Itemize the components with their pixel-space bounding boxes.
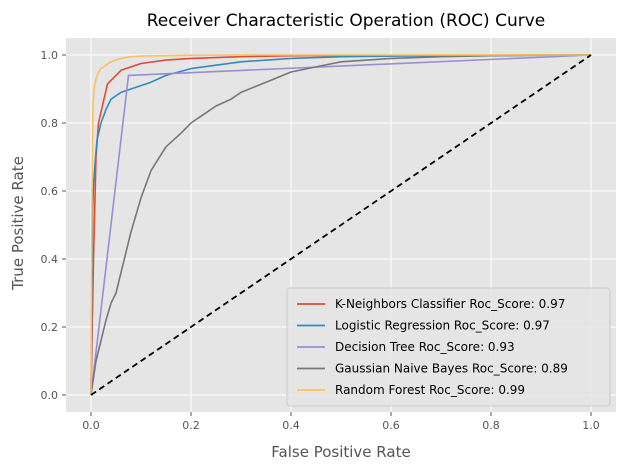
series-line-5 <box>90 54 591 396</box>
y-tick-label: 0.2 <box>41 321 59 334</box>
legend-label-4: Gaussian Naive Bayes Roc_Score: 0.89 <box>335 362 568 376</box>
x-tick-label: 0.2 <box>182 419 200 432</box>
series-layer <box>90 54 592 396</box>
legend-label-1: K-Neighbors Classifier Roc_Score: 0.97 <box>335 297 565 311</box>
y-tick-label: 0.8 <box>41 117 59 130</box>
legend-label-2: Logistic Regression Roc_Score: 0.97 <box>335 319 550 333</box>
series-line-4 <box>90 54 592 396</box>
x-tick-label: 1.0 <box>582 419 600 432</box>
x-axis-label: False Positive Rate <box>271 443 410 461</box>
legend: K-Neighbors Classifier Roc_Score: 0.97 Lo… <box>286 287 611 407</box>
y-tick-label: 0.0 <box>41 389 59 402</box>
legend-label-3: Decision Tree Roc_Score: 0.93 <box>335 340 515 354</box>
legend-label-5: Random Forest Roc_Score: 0.99 <box>335 383 525 397</box>
x-tick-label: 0.6 <box>382 419 400 432</box>
x-tick-label: 0.8 <box>482 419 500 432</box>
chart-title: Receiver Characteristic Operation (ROC) … <box>147 11 546 31</box>
x-tick-label: 0.0 <box>82 419 100 432</box>
series-line-3 <box>90 54 592 396</box>
y-tick-label: 1.0 <box>41 49 59 62</box>
legend-box <box>286 287 611 407</box>
x-tick-label: 0.4 <box>282 419 300 432</box>
chance-line <box>90 54 592 396</box>
series-line-2 <box>90 54 592 396</box>
y-axis-label: True Positive Rate <box>9 156 27 291</box>
tick-labels: 0.0 0.2 0.4 0.6 0.8 1.0 0.0 0.2 0.4 0.6 0.8 1.0 <box>41 49 600 432</box>
y-tick-label: 0.4 <box>41 253 59 266</box>
y-tick-label: 0.6 <box>41 185 59 198</box>
